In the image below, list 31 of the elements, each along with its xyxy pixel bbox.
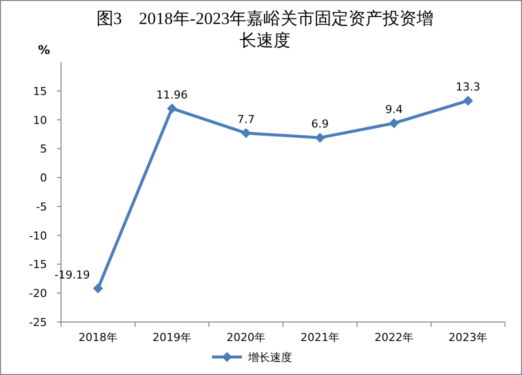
y-tick-label: 10 (33, 114, 47, 127)
data-label: 6.9 (311, 118, 329, 131)
data-label: 9.4 (385, 103, 403, 116)
legend: 增长速度 (212, 351, 292, 364)
point (241, 128, 251, 138)
y-tick-label: 0 (40, 172, 47, 185)
point (93, 283, 103, 294)
data-label: 13.3 (456, 80, 480, 94)
y-tick-label: -20 (29, 287, 47, 300)
x-tick-label: 2018年 (78, 331, 118, 344)
y-axis-title: % (38, 43, 50, 57)
legend-label: 增长速度 (247, 351, 292, 364)
y-tick-label: -25 (29, 316, 47, 329)
y-tick-label: 5 (40, 142, 47, 156)
x-tick-label: 2019年 (152, 331, 192, 344)
point (315, 132, 325, 143)
point (389, 118, 399, 128)
point (167, 103, 177, 114)
data-label: 7.7 (237, 113, 255, 126)
data-label: 11.96 (156, 88, 188, 102)
x-tick-label: 2022年 (374, 331, 414, 344)
x-tick-label: 2020年 (226, 331, 266, 344)
y-tick-label: -10 (29, 229, 47, 242)
x-tick-label: 2021年 (300, 331, 340, 344)
y-tick-label: -5 (36, 200, 47, 214)
point (463, 96, 473, 106)
x-tick-label: 2023年 (448, 331, 488, 344)
y-tick-label: 15 (33, 84, 47, 98)
y-tick-label: -15 (29, 258, 47, 272)
data-label: -19.19 (54, 268, 90, 282)
title: 图3 2018年-2023年嘉峪关市固定资产投资增长速度 (96, 9, 434, 50)
